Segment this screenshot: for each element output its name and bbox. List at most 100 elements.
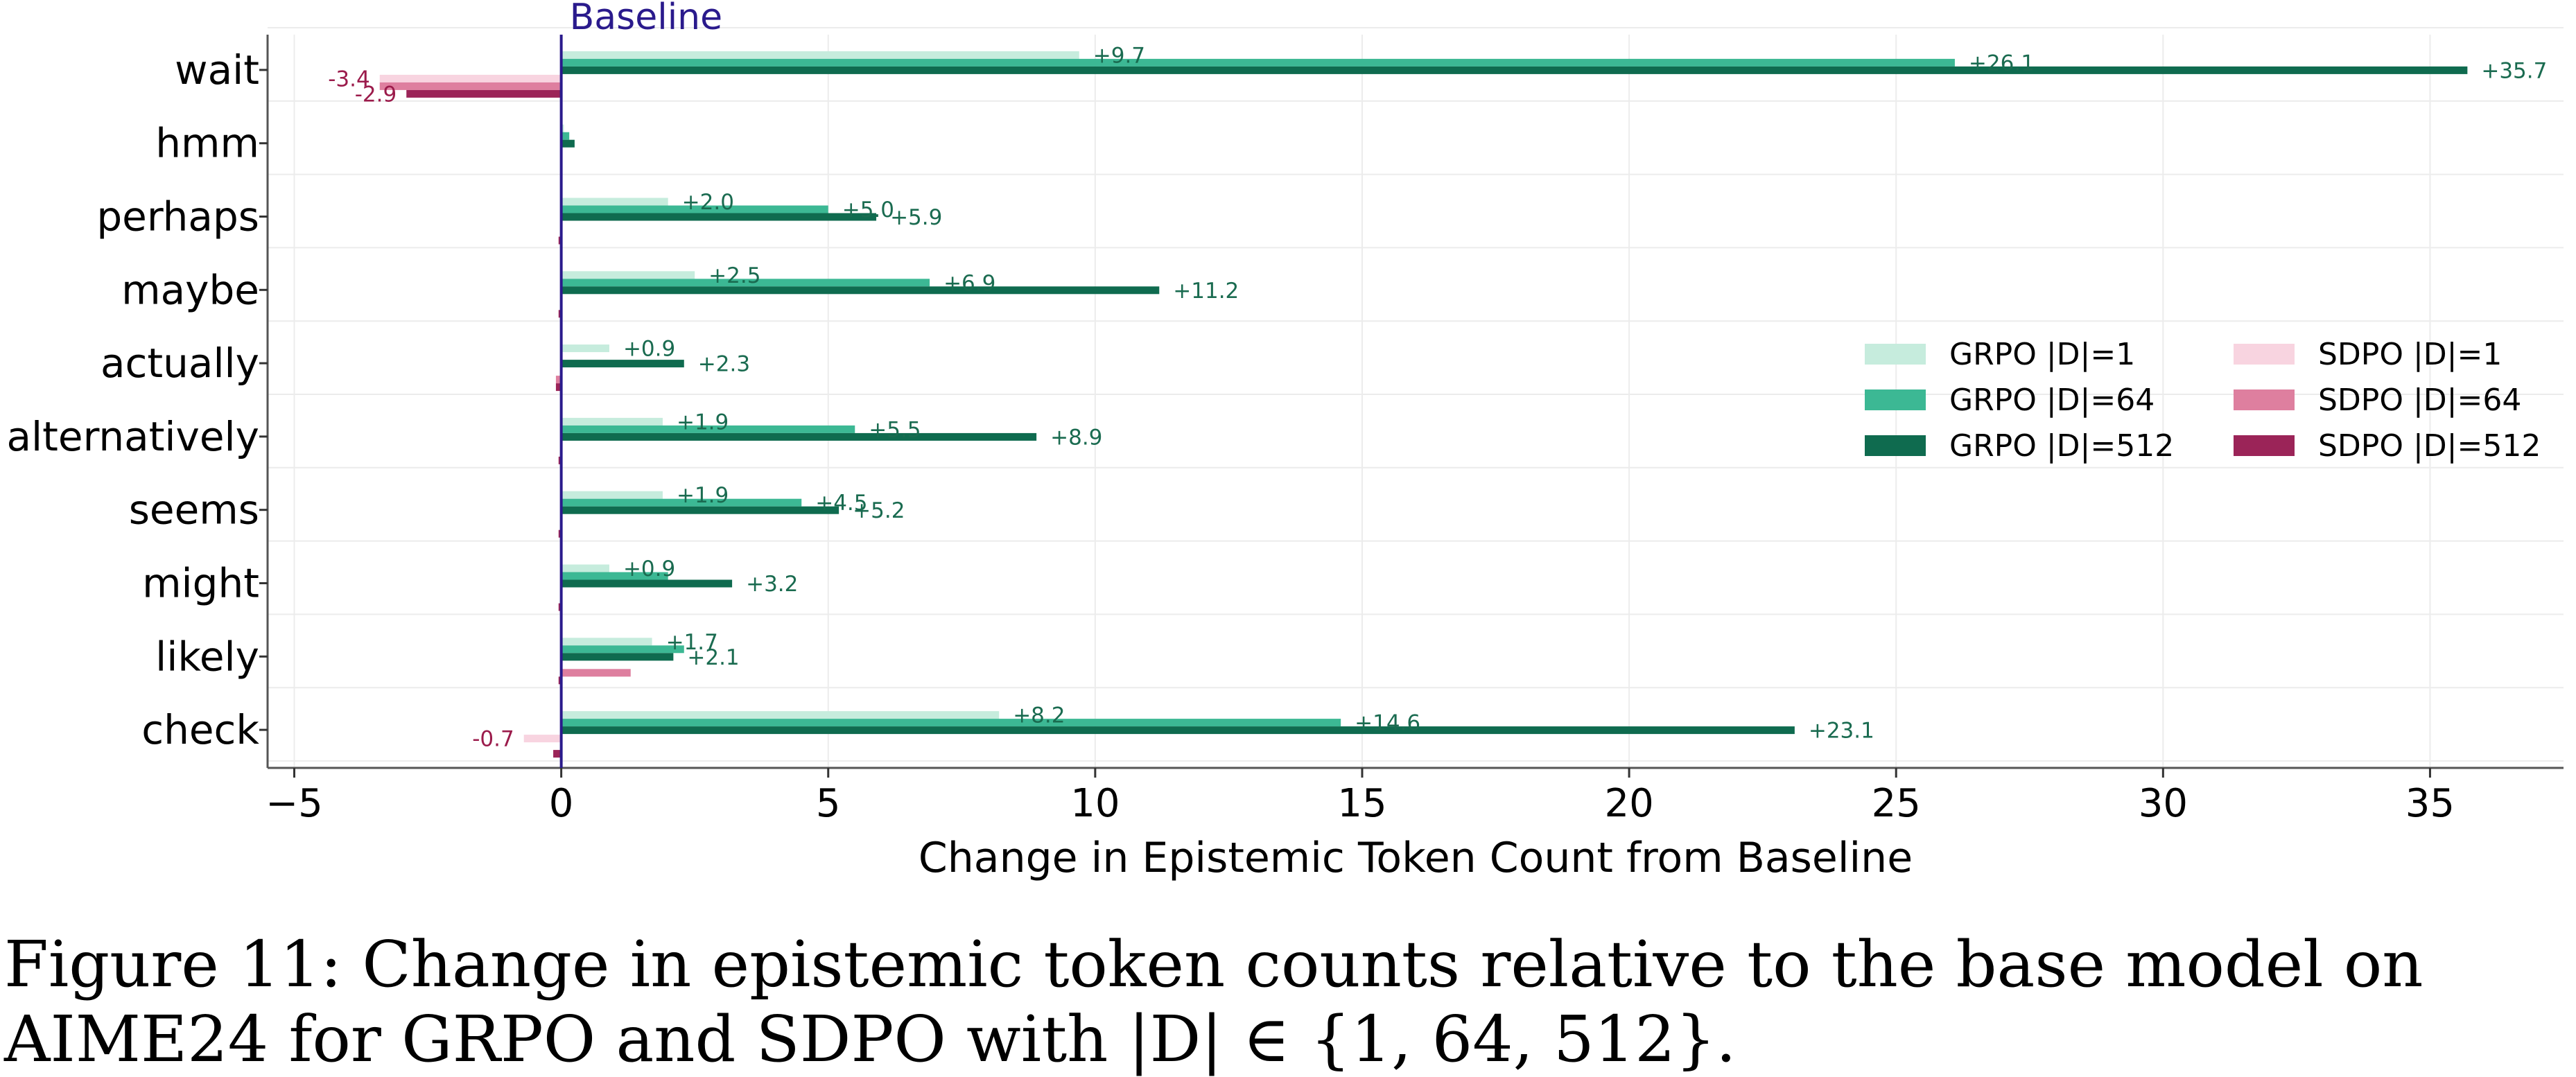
data-label-wait-0: +9.7 <box>1093 43 1145 68</box>
data-label-wait-2: +35.7 <box>2481 58 2547 83</box>
x-tick-label-4: 15 <box>1337 781 1386 826</box>
bar-maybe-0 <box>561 271 695 279</box>
data-label-might-2: +3.2 <box>746 572 798 597</box>
legend-label-0: GRPO |D|=1 <box>1949 337 2135 372</box>
legend-swatch-5 <box>2234 435 2295 456</box>
legend: GRPO |D|=1 GRPO |D|=64 GRPO |D|=512 SDPO |D… <box>1865 337 2541 464</box>
category-label-maybe: maybe <box>121 266 259 313</box>
data-label-check-1: +14.6 <box>1355 711 1420 736</box>
data-label-seems-2: +5.2 <box>853 498 905 523</box>
bar-check-3 <box>523 735 562 743</box>
baseline-label: Baseline <box>570 0 722 38</box>
bar-check-0 <box>561 711 1000 719</box>
bar-actually-0 <box>561 344 609 353</box>
data-label-seems-0: +1.9 <box>677 483 729 508</box>
bar-likely-2 <box>561 653 674 661</box>
figure-caption: Figure 11: Change in epistemic token cou… <box>4 927 2423 1076</box>
bar-hmm-1 <box>561 132 570 140</box>
data-label-actually-2: +2.3 <box>698 352 750 377</box>
bar-maybe-2 <box>561 286 1160 295</box>
x-tick-label-5: 20 <box>1604 781 1653 826</box>
bar-seems-0 <box>561 491 663 499</box>
bar-wait-3 <box>379 74 562 82</box>
legend-swatch-4 <box>2234 389 2295 410</box>
category-label-hmm: hmm <box>155 120 259 167</box>
bar-actually-2 <box>561 360 684 368</box>
bar-seems-2 <box>561 506 839 514</box>
data-label-check-0: +8.2 <box>1013 703 1065 728</box>
bar-might-1 <box>561 572 668 580</box>
category-label-seems: seems <box>129 487 259 534</box>
bar-wait-4 <box>379 82 562 90</box>
data-label-might-0: +0.9 <box>623 557 675 581</box>
data-label-wait-1: +26.1 <box>1969 51 2035 76</box>
legend-label-5: SDPO |D|=512 <box>2318 428 2541 464</box>
category-labels: wait hmm perhaps maybe actually alternatively… <box>6 46 268 753</box>
legend-label-4: SDPO |D|=64 <box>2318 383 2521 418</box>
bar-perhaps-1 <box>561 205 828 213</box>
bar-wait-0 <box>561 51 1079 59</box>
bar-wait-5 <box>406 89 562 98</box>
category-label-alternatively: alternatively <box>6 413 259 460</box>
bar-might-2 <box>561 579 733 588</box>
data-label-likely-2: +2.1 <box>687 645 739 670</box>
axes <box>266 35 2564 769</box>
data-labels: +9.7 +2.0 +2.5 +0.9 +1.9 +1.9 +0.9 +1.7 +8.2 +26.… <box>328 43 2547 751</box>
x-tick-label-7: 30 <box>2139 781 2188 826</box>
bar-likely-4 <box>561 669 631 677</box>
data-label-perhaps-1: +5.0 <box>842 198 894 222</box>
bar-perhaps-0 <box>561 198 668 206</box>
category-label-check: check <box>141 706 259 753</box>
bar-wait-1 <box>561 58 1955 67</box>
data-label-wait-5: -2.9 <box>355 82 397 107</box>
chart: +9.7 +2.0 +2.5 +0.9 +1.9 +1.9 +0.9 +1.7 +8.2 +26.… <box>6 0 2564 882</box>
bar-might-0 <box>561 564 609 572</box>
bar-perhaps-2 <box>561 213 877 221</box>
data-label-wait-3: -3.4 <box>328 67 370 91</box>
data-label-maybe-1: +6.9 <box>943 271 995 296</box>
x-tick-label-8: 35 <box>2405 781 2455 826</box>
x-tick-label-6: 25 <box>1872 781 1921 826</box>
data-label-perhaps-0: +2.0 <box>682 190 734 215</box>
x-tick-label-1: 0 <box>549 781 574 826</box>
x-tick-label-0: −5 <box>266 781 323 826</box>
legend-swatch-0 <box>1865 344 1926 365</box>
category-label-likely: likely <box>155 633 259 680</box>
bar-alternatively-0 <box>561 417 663 426</box>
data-label-check-3: -0.7 <box>472 727 514 752</box>
bar-likely-1 <box>561 645 684 654</box>
grid-lines <box>268 27 2564 768</box>
bar-hmm-2 <box>561 139 575 148</box>
legend-label-2: GRPO |D|=512 <box>1949 428 2174 464</box>
category-label-actually: actually <box>101 340 259 387</box>
bar-maybe-1 <box>561 279 930 287</box>
data-label-perhaps-2: +5.9 <box>890 205 942 230</box>
bar-actually-5 <box>555 383 562 392</box>
bar-check-1 <box>561 719 1341 727</box>
bar-alternatively-2 <box>561 432 1037 441</box>
legend-swatch-1 <box>1865 389 1926 410</box>
bar-wait-2 <box>561 66 2468 74</box>
bar-likely-0 <box>561 638 652 646</box>
data-label-likely-0: +1.7 <box>666 630 718 655</box>
bar-seems-1 <box>561 498 802 507</box>
x-ticks: −5 0 5 10 15 20 25 30 35 <box>266 768 2455 826</box>
legend-swatch-2 <box>1865 435 1926 456</box>
data-label-seems-1: +4.5 <box>815 491 867 516</box>
x-tick-label-3: 10 <box>1070 781 1120 826</box>
data-label-maybe-2: +11.2 <box>1173 279 1239 304</box>
x-axis-title: Change in Epistemic Token Count from Bas… <box>919 834 1913 882</box>
category-label-perhaps: perhaps <box>96 193 259 240</box>
bar-alternatively-1 <box>561 425 855 433</box>
legend-label-1: GRPO |D|=64 <box>1949 383 2155 418</box>
category-label-might: might <box>142 560 259 607</box>
data-label-alternatively-2: +8.9 <box>1050 425 1102 450</box>
legend-swatch-3 <box>2234 344 2295 365</box>
data-label-alternatively-1: +5.5 <box>869 417 921 442</box>
bar-actually-4 <box>555 376 562 384</box>
x-tick-label-2: 5 <box>816 781 841 826</box>
legend-label-3: SDPO |D|=1 <box>2318 337 2502 372</box>
data-label-alternatively-0: +1.9 <box>677 410 729 435</box>
bar-check-2 <box>561 726 1795 735</box>
data-label-check-2: +23.1 <box>1809 719 1874 744</box>
